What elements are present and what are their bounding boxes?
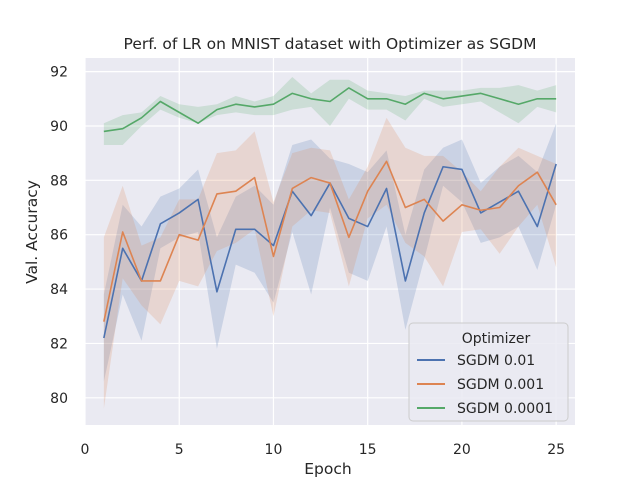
legend-label: SGDM 0.001 [457, 377, 544, 393]
y-tick-label: 90 [50, 119, 68, 135]
x-tick-label: 10 [265, 442, 283, 458]
x-axis-ticks: 0 5 10 15 20 25 [81, 442, 566, 458]
confidence-bands [103, 77, 557, 409]
y-axis-label: Val. Accuracy [23, 180, 41, 284]
series-line-2 [103, 160, 557, 322]
series-lines [103, 87, 557, 339]
grid [84, 58, 575, 425]
y-tick-label: 84 [50, 282, 68, 298]
x-tick-label: 25 [547, 442, 565, 458]
confidence-band-2 [103, 117, 557, 409]
y-tick-label: 86 [50, 228, 68, 244]
confidence-band-1 [103, 123, 557, 382]
x-axis-label: Epoch [304, 460, 351, 478]
legend: Optimizer SGDM 0.01 SGDM 0.001 SGDM 0.0001 [408, 322, 569, 422]
y-tick-label: 80 [50, 391, 68, 407]
y-tick-label: 88 [50, 173, 68, 189]
x-tick-label: 20 [453, 442, 471, 458]
x-tick-label: 5 [175, 442, 184, 458]
legend-box [408, 322, 569, 422]
x-tick-label: 15 [359, 442, 377, 458]
y-tick-label: 82 [50, 336, 68, 352]
chart-title: Perf. of LR on MNIST dataset with Optimi… [124, 35, 537, 53]
series-line-3 [103, 87, 557, 133]
legend-title: Optimizer [462, 331, 531, 347]
x-tick-label: 0 [81, 442, 90, 458]
confidence-band-3 [103, 77, 557, 145]
y-tick-label: 92 [50, 65, 68, 81]
y-axis-ticks: 80 82 84 86 88 90 92 [50, 65, 68, 407]
legend-label: SGDM 0.0001 [457, 401, 553, 417]
legend-label: SGDM 0.01 [457, 353, 535, 369]
